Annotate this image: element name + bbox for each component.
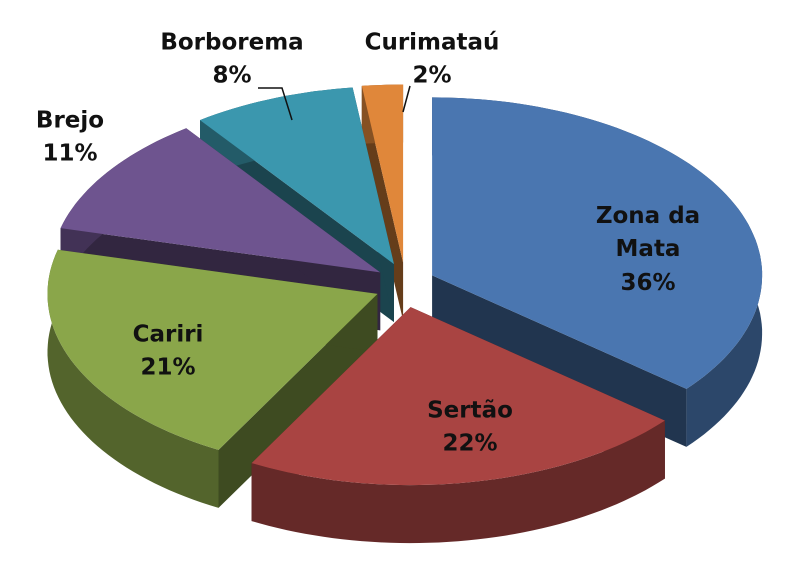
value-label: 11% [42,141,98,167]
slice-top [47,249,378,450]
slice-label: Brejo 11% [36,105,104,172]
value-label: 36% [620,269,676,296]
slice-top [361,84,404,263]
slice-top [251,307,665,486]
category-label: Borborema [160,29,304,56]
slice-top [60,128,381,273]
value-label: 8% [212,63,252,89]
slice-label: Cariri 21% [133,319,204,386]
slice-side [218,293,378,508]
category-label: Zona da Mata [595,202,701,263]
value-label: 21% [140,355,196,381]
slice-label: Zona da Mata 36% [593,200,703,300]
value-label: 2% [412,63,452,89]
slice [251,307,665,544]
category-label: Sertão [427,397,513,424]
slice-top [432,97,763,389]
slice-label: Borborema 8% [160,27,303,94]
category-label: Brejo [35,107,105,134]
slice-top [200,87,394,265]
slice-wall [251,420,665,544]
leader-line [258,87,293,121]
category-label: Cariri [132,321,204,348]
slice-label: Curimataú 2% [365,27,500,94]
slice-label: Sertão 22% [427,395,513,462]
category-label: Curimataú [364,29,500,56]
value-label: 22% [442,431,498,457]
slice [47,249,378,508]
slice-wall [47,249,219,508]
leader-line [402,85,411,113]
